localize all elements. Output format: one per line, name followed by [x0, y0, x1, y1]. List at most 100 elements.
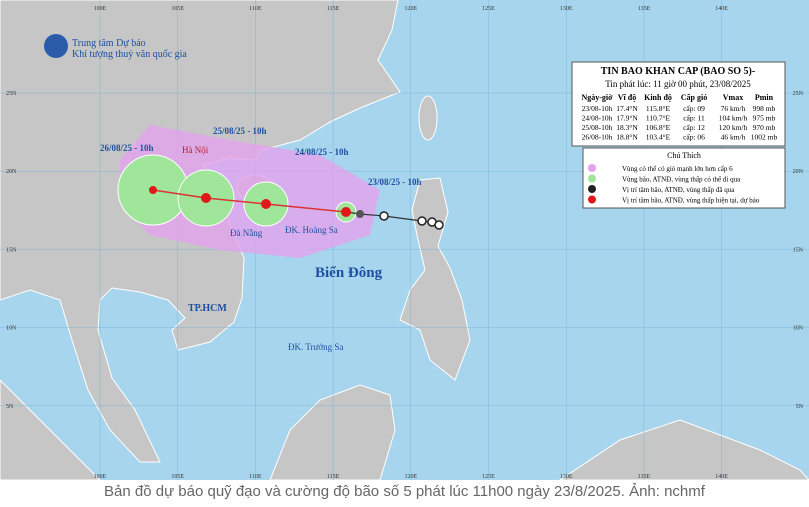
new-guinea — [559, 419, 809, 480]
lon-label: 110E — [249, 6, 262, 12]
lat-label: 10N — [793, 326, 804, 332]
table-cell: 23/08-10h — [582, 104, 613, 113]
legend: Chú Thích Vùng có thể có gió mạnh lớn hơ… — [582, 147, 786, 209]
place-label: 24/08/25 - 10h — [295, 147, 349, 157]
table-cell: cấp: 09 — [683, 104, 705, 113]
table-cell: cấp: 06 — [683, 133, 705, 142]
org-name: Trung tâm Dự báo — [72, 38, 146, 49]
column-header: Vmax — [723, 93, 743, 102]
table-cell: cấp: 12 — [683, 123, 705, 132]
forecast-track — [152, 189, 347, 213]
table-cell: 25/08-10h — [582, 123, 613, 132]
lat-label: 5N — [6, 404, 14, 410]
storm-position — [261, 199, 271, 209]
caption: Bản đồ dự báo quỹ đạo và cường độ bão số… — [104, 483, 705, 500]
lon-label: 140E — [715, 474, 728, 480]
legend-title: Chú Thích — [667, 151, 701, 160]
table-cell: 18.3°N — [616, 123, 638, 132]
lat-label: 25N — [6, 91, 17, 97]
place-label: 26/08/25 - 10h — [100, 143, 154, 153]
logo-icon — [44, 34, 68, 58]
lon-label: 120E — [404, 474, 417, 480]
table-cell: 115.8°E — [646, 104, 671, 113]
lon-label: 115E — [327, 6, 340, 12]
legend-item: Vị trí tâm bão, ATNĐ, vùng thấp đã qua — [622, 186, 735, 194]
lon-label: 110E — [249, 474, 262, 480]
lon-label: 125E — [482, 474, 495, 480]
lon-label: 120E — [404, 6, 417, 12]
table-cell: 1002 mb — [751, 133, 778, 142]
past-position — [434, 220, 444, 230]
lon-label: 105E — [171, 474, 184, 480]
storm-position — [341, 207, 351, 217]
column-header: Cấp gió — [681, 93, 707, 102]
bulletin-box — [571, 61, 786, 147]
legend-symbol — [588, 174, 596, 183]
logo: Trung tâm Dự báo Khí tượng thuỷ văn quốc… — [44, 34, 187, 60]
map-labels: Hà Nội Đà Nẵng ĐK. Hoàng Sa Biển Đông TP.HCM… — [100, 126, 422, 352]
bulletin-title: TIN BAO KHAN CAP (BAO SO 5)- — [601, 66, 755, 77]
table-cell: 975 mb — [753, 114, 776, 123]
column-header: Pmin — [755, 93, 774, 102]
borneo — [269, 384, 396, 480]
storm-map: Trung tâm Dự báo Khí tượng thuỷ văn quốc… — [0, 0, 809, 480]
lat-label: 20N — [793, 169, 804, 175]
storm-position — [201, 193, 211, 203]
table-cell: 103.4°E — [646, 133, 671, 142]
forecast-positions — [149, 186, 351, 217]
lat-label: 10N — [6, 326, 17, 332]
table-cell: 998 mb — [753, 104, 776, 113]
legend-item: Vị trí tâm bão, ATNĐ, vùng thấp hiện tại… — [622, 197, 760, 205]
storm-position — [149, 186, 157, 194]
place-label: ĐK. Hoàng Sa — [285, 225, 338, 235]
lon-label: 140E — [715, 6, 728, 12]
legend-symbol — [588, 185, 596, 193]
past-positions — [379, 211, 444, 230]
taiwan — [418, 95, 438, 141]
bulletin: TIN BAO KHAN CAP (BAO SO 5)- Tin phát lú… — [571, 61, 786, 147]
table-cell: 24/08-10h — [582, 114, 613, 123]
lon-label: 130E — [560, 474, 573, 480]
lon-label: 100E — [94, 6, 107, 12]
lat-label: 15N — [793, 247, 804, 253]
lon-label: 135E — [638, 474, 651, 480]
place-label: Biển Đông — [315, 265, 383, 281]
past-storm — [356, 210, 364, 218]
past-position — [379, 211, 389, 221]
table-cell: 76 km/h — [721, 104, 746, 113]
column-header: Ngày-giờ — [581, 93, 613, 102]
table-cell: 46 km/h — [721, 133, 746, 142]
lon-label: 135E — [638, 6, 651, 12]
legend-item: Vùng bão, ATNĐ, vùng thấp có thể đi qua — [622, 176, 741, 184]
place-label: 25/08/25 - 10h — [213, 126, 267, 136]
lon-label: 100E — [94, 474, 107, 480]
table-cell: 17.9°N — [616, 114, 638, 123]
table-cell: 106.8°E — [646, 123, 671, 132]
table-cell: 120 km/h — [719, 123, 748, 132]
philippines — [399, 177, 471, 381]
bulletin-issued: Tin phát lúc: 11 giờ 00 phút, 23/08/2025 — [605, 79, 751, 89]
table-cell: 110.7°E — [646, 114, 671, 123]
lat-label: 25N — [793, 91, 804, 97]
legend-symbol — [588, 195, 596, 204]
lon-label: 125E — [482, 6, 495, 12]
sumatra — [0, 379, 101, 480]
table-cell: 104 km/h — [719, 114, 748, 123]
legend-box — [582, 147, 786, 209]
org-sub: Khí tượng thuỷ văn quốc gia — [72, 49, 187, 60]
table-cell: 18.8°N — [616, 133, 638, 142]
past-position — [417, 216, 427, 226]
legend-symbol — [588, 164, 596, 172]
table-cell: cấp: 11 — [683, 114, 705, 123]
place-label: ĐK. Trường Sa — [288, 342, 343, 352]
table-cell: 17.4°N — [616, 104, 638, 113]
table-cell: 970 mb — [753, 123, 776, 132]
lon-label: 115E — [327, 474, 340, 480]
column-header: Kinh độ — [644, 93, 672, 102]
place-label: TP.HCM — [188, 303, 227, 314]
place-label: 23/08/25 - 10h — [368, 177, 422, 187]
legend-item: Vùng có thể có gió mạnh lớn hơn cấp 6 — [622, 165, 733, 173]
place-label: Đà Nẵng — [230, 228, 263, 238]
lon-label: 130E — [560, 6, 573, 12]
